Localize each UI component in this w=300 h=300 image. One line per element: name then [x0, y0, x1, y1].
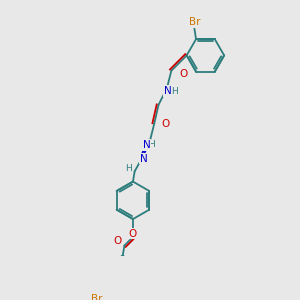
- Text: H: H: [148, 140, 155, 149]
- Text: N: N: [143, 140, 151, 150]
- Text: Br: Br: [189, 17, 200, 27]
- Text: O: O: [179, 69, 188, 79]
- Text: O: O: [113, 236, 122, 246]
- Text: H: H: [171, 87, 178, 96]
- Text: O: O: [129, 229, 137, 238]
- Text: H: H: [125, 164, 132, 173]
- Text: N: N: [164, 86, 172, 96]
- Text: Br: Br: [91, 294, 102, 300]
- Text: N: N: [140, 154, 148, 164]
- Text: O: O: [161, 119, 170, 130]
